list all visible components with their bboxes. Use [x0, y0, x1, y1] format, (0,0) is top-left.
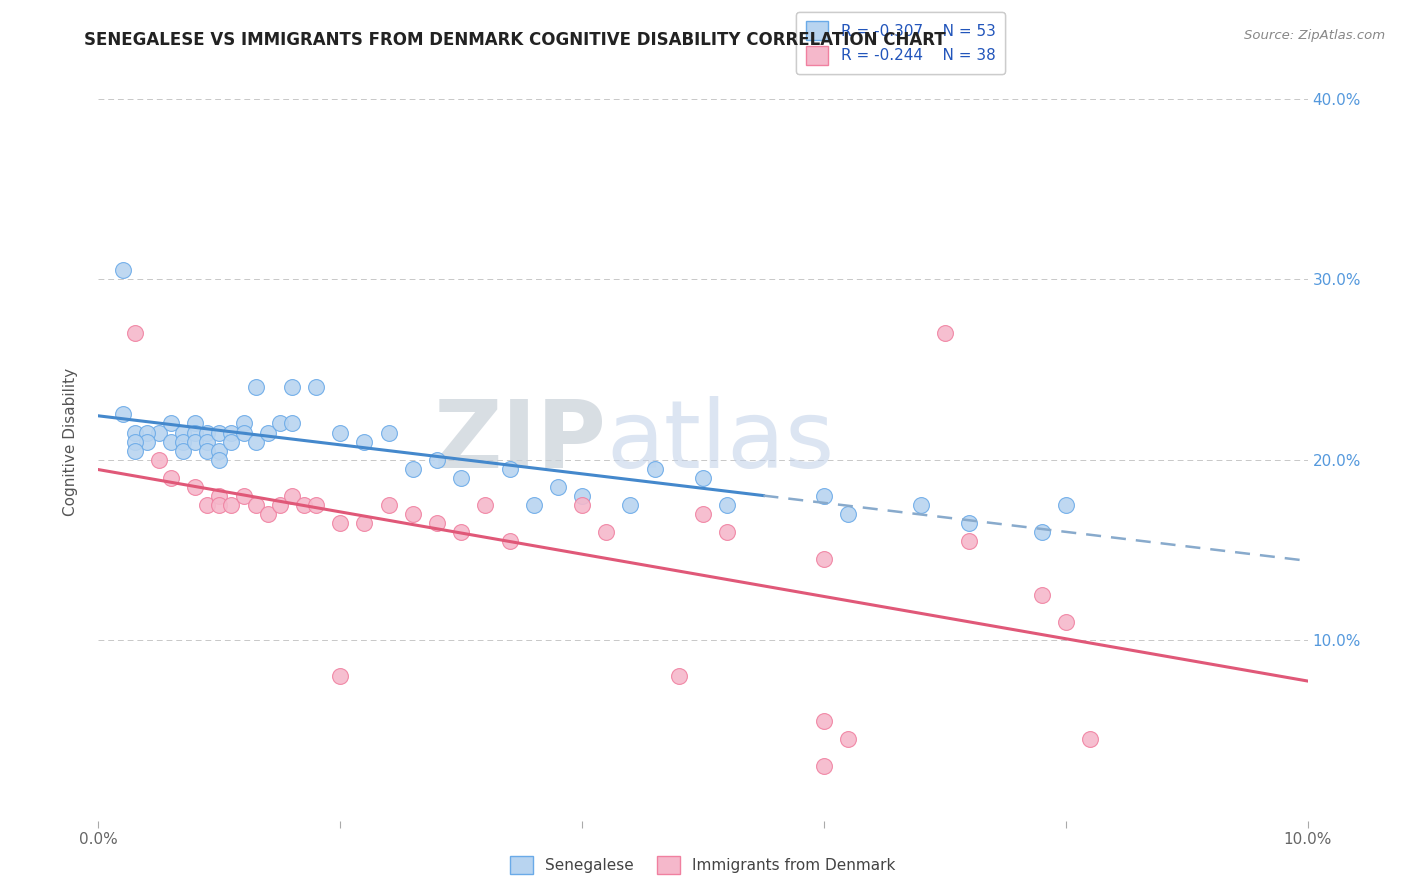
Point — [111, 408, 134, 422]
Legend: R = -0.307    N = 53, R = -0.244    N = 38: R = -0.307 N = 53, R = -0.244 N = 38 — [796, 12, 1005, 74]
Point — [668, 669, 690, 683]
Legend: Senegalese, Immigrants from Denmark: Senegalese, Immigrants from Denmark — [505, 850, 901, 880]
Point — [195, 425, 218, 440]
Point — [184, 425, 207, 440]
Point — [498, 461, 520, 475]
Point — [329, 425, 352, 440]
Point — [256, 507, 278, 521]
Point — [208, 498, 231, 512]
Point — [402, 507, 425, 521]
Point — [269, 498, 291, 512]
Point — [124, 434, 146, 449]
Point — [184, 417, 207, 431]
Point — [353, 516, 375, 530]
Point — [377, 425, 399, 440]
Point — [221, 498, 243, 512]
Point — [232, 425, 254, 440]
Point — [292, 498, 315, 512]
Point — [571, 489, 593, 503]
Point — [934, 326, 956, 341]
Point — [281, 417, 304, 431]
Point — [329, 516, 352, 530]
Point — [148, 452, 170, 467]
Point — [813, 759, 835, 773]
Point — [595, 524, 617, 539]
Point — [450, 524, 472, 539]
Point — [813, 714, 835, 729]
Point — [281, 380, 304, 394]
Point — [148, 425, 170, 440]
Point — [1054, 498, 1077, 512]
Point — [195, 498, 218, 512]
Point — [111, 263, 134, 277]
Point — [160, 417, 183, 431]
Point — [208, 443, 231, 458]
Point — [305, 498, 328, 512]
Point — [1031, 524, 1053, 539]
Point — [498, 533, 520, 548]
Point — [172, 443, 194, 458]
Point — [256, 425, 278, 440]
Point — [232, 489, 254, 503]
Point — [957, 533, 980, 548]
Point — [619, 498, 641, 512]
Point — [124, 425, 146, 440]
Point — [426, 452, 449, 467]
Point — [208, 452, 231, 467]
Point — [184, 480, 207, 494]
Point — [245, 380, 267, 394]
Point — [208, 425, 231, 440]
Point — [124, 326, 146, 341]
Point — [571, 498, 593, 512]
Point — [305, 380, 328, 394]
Point — [135, 425, 157, 440]
Point — [716, 498, 738, 512]
Point — [245, 434, 267, 449]
Point — [135, 434, 157, 449]
Point — [813, 552, 835, 566]
Point — [813, 489, 835, 503]
Point — [692, 507, 714, 521]
Text: SENEGALESE VS IMMIGRANTS FROM DENMARK COGNITIVE DISABILITY CORRELATION CHART: SENEGALESE VS IMMIGRANTS FROM DENMARK CO… — [84, 31, 946, 49]
Point — [474, 498, 496, 512]
Point — [208, 489, 231, 503]
Point — [269, 417, 291, 431]
Point — [450, 470, 472, 484]
Point — [837, 732, 859, 747]
Point — [547, 480, 569, 494]
Point — [195, 443, 218, 458]
Text: atlas: atlas — [606, 395, 835, 488]
Point — [221, 434, 243, 449]
Point — [195, 434, 218, 449]
Text: Source: ZipAtlas.com: Source: ZipAtlas.com — [1244, 29, 1385, 42]
Point — [221, 425, 243, 440]
Point — [1078, 732, 1101, 747]
Point — [692, 470, 714, 484]
Point — [232, 417, 254, 431]
Point — [184, 434, 207, 449]
Point — [172, 434, 194, 449]
Point — [281, 489, 304, 503]
Y-axis label: Cognitive Disability: Cognitive Disability — [63, 368, 77, 516]
Point — [329, 669, 352, 683]
Point — [644, 461, 666, 475]
Point — [910, 498, 932, 512]
Point — [160, 470, 183, 484]
Point — [426, 516, 449, 530]
Point — [523, 498, 546, 512]
Point — [124, 443, 146, 458]
Point — [353, 434, 375, 449]
Point — [377, 498, 399, 512]
Point — [957, 516, 980, 530]
Point — [1031, 588, 1053, 602]
Point — [160, 434, 183, 449]
Point — [245, 498, 267, 512]
Point — [716, 524, 738, 539]
Text: ZIP: ZIP — [433, 395, 606, 488]
Point — [402, 461, 425, 475]
Point — [837, 507, 859, 521]
Point — [1054, 615, 1077, 629]
Point — [172, 425, 194, 440]
